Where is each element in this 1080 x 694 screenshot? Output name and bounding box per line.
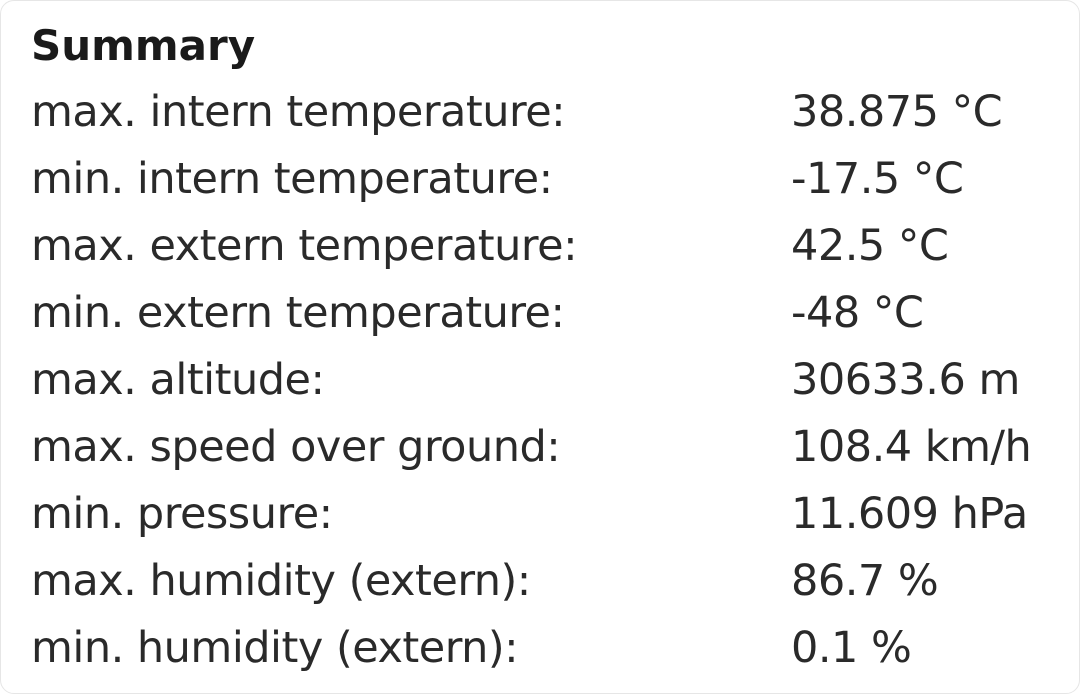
summary-row-max-speed-over-ground: max. speed over ground: 108.4 km/h <box>31 414 1071 481</box>
row-value: -17.5 °C <box>791 154 964 204</box>
row-value: 0.1 % <box>791 623 912 673</box>
row-label: max. intern temperature: <box>31 87 566 137</box>
summary-title: Summary <box>31 21 256 70</box>
summary-row-max-humidity-extern: max. humidity (extern): 86.7 % <box>31 548 1071 615</box>
summary-row-max-extern-temperature: max. extern temperature: 42.5 °C <box>31 213 1071 280</box>
summary-list: max. intern temperature: 38.875 °C min. … <box>31 79 1071 682</box>
summary-row-min-extern-temperature: min. extern temperature: -48 °C <box>31 280 1071 347</box>
summary-row-min-humidity-extern: min. humidity (extern): 0.1 % <box>31 615 1071 682</box>
summary-row-max-intern-temperature: max. intern temperature: 38.875 °C <box>31 79 1071 146</box>
row-value: 42.5 °C <box>791 221 949 271</box>
summary-row-max-altitude: max. altitude: 30633.6 m <box>31 347 1071 414</box>
row-value: 86.7 % <box>791 556 939 606</box>
row-value: -48 °C <box>791 288 924 338</box>
row-label: max. speed over ground: <box>31 422 561 472</box>
row-value: 11.609 hPa <box>791 489 1028 539</box>
row-label: min. humidity (extern): <box>31 623 519 673</box>
row-label: min. pressure: <box>31 489 333 539</box>
row-value: 38.875 °C <box>791 87 1003 137</box>
row-value: 108.4 km/h <box>791 422 1032 472</box>
row-value: 30633.6 m <box>791 355 1020 405</box>
summary-row-min-pressure: min. pressure: 11.609 hPa <box>31 481 1071 548</box>
row-label: min. extern temperature: <box>31 288 565 338</box>
row-label: min. intern temperature: <box>31 154 553 204</box>
summary-row-min-intern-temperature: min. intern temperature: -17.5 °C <box>31 146 1071 213</box>
row-label: max. extern temperature: <box>31 221 578 271</box>
row-label: max. altitude: <box>31 355 325 405</box>
row-label: max. humidity (extern): <box>31 556 531 606</box>
